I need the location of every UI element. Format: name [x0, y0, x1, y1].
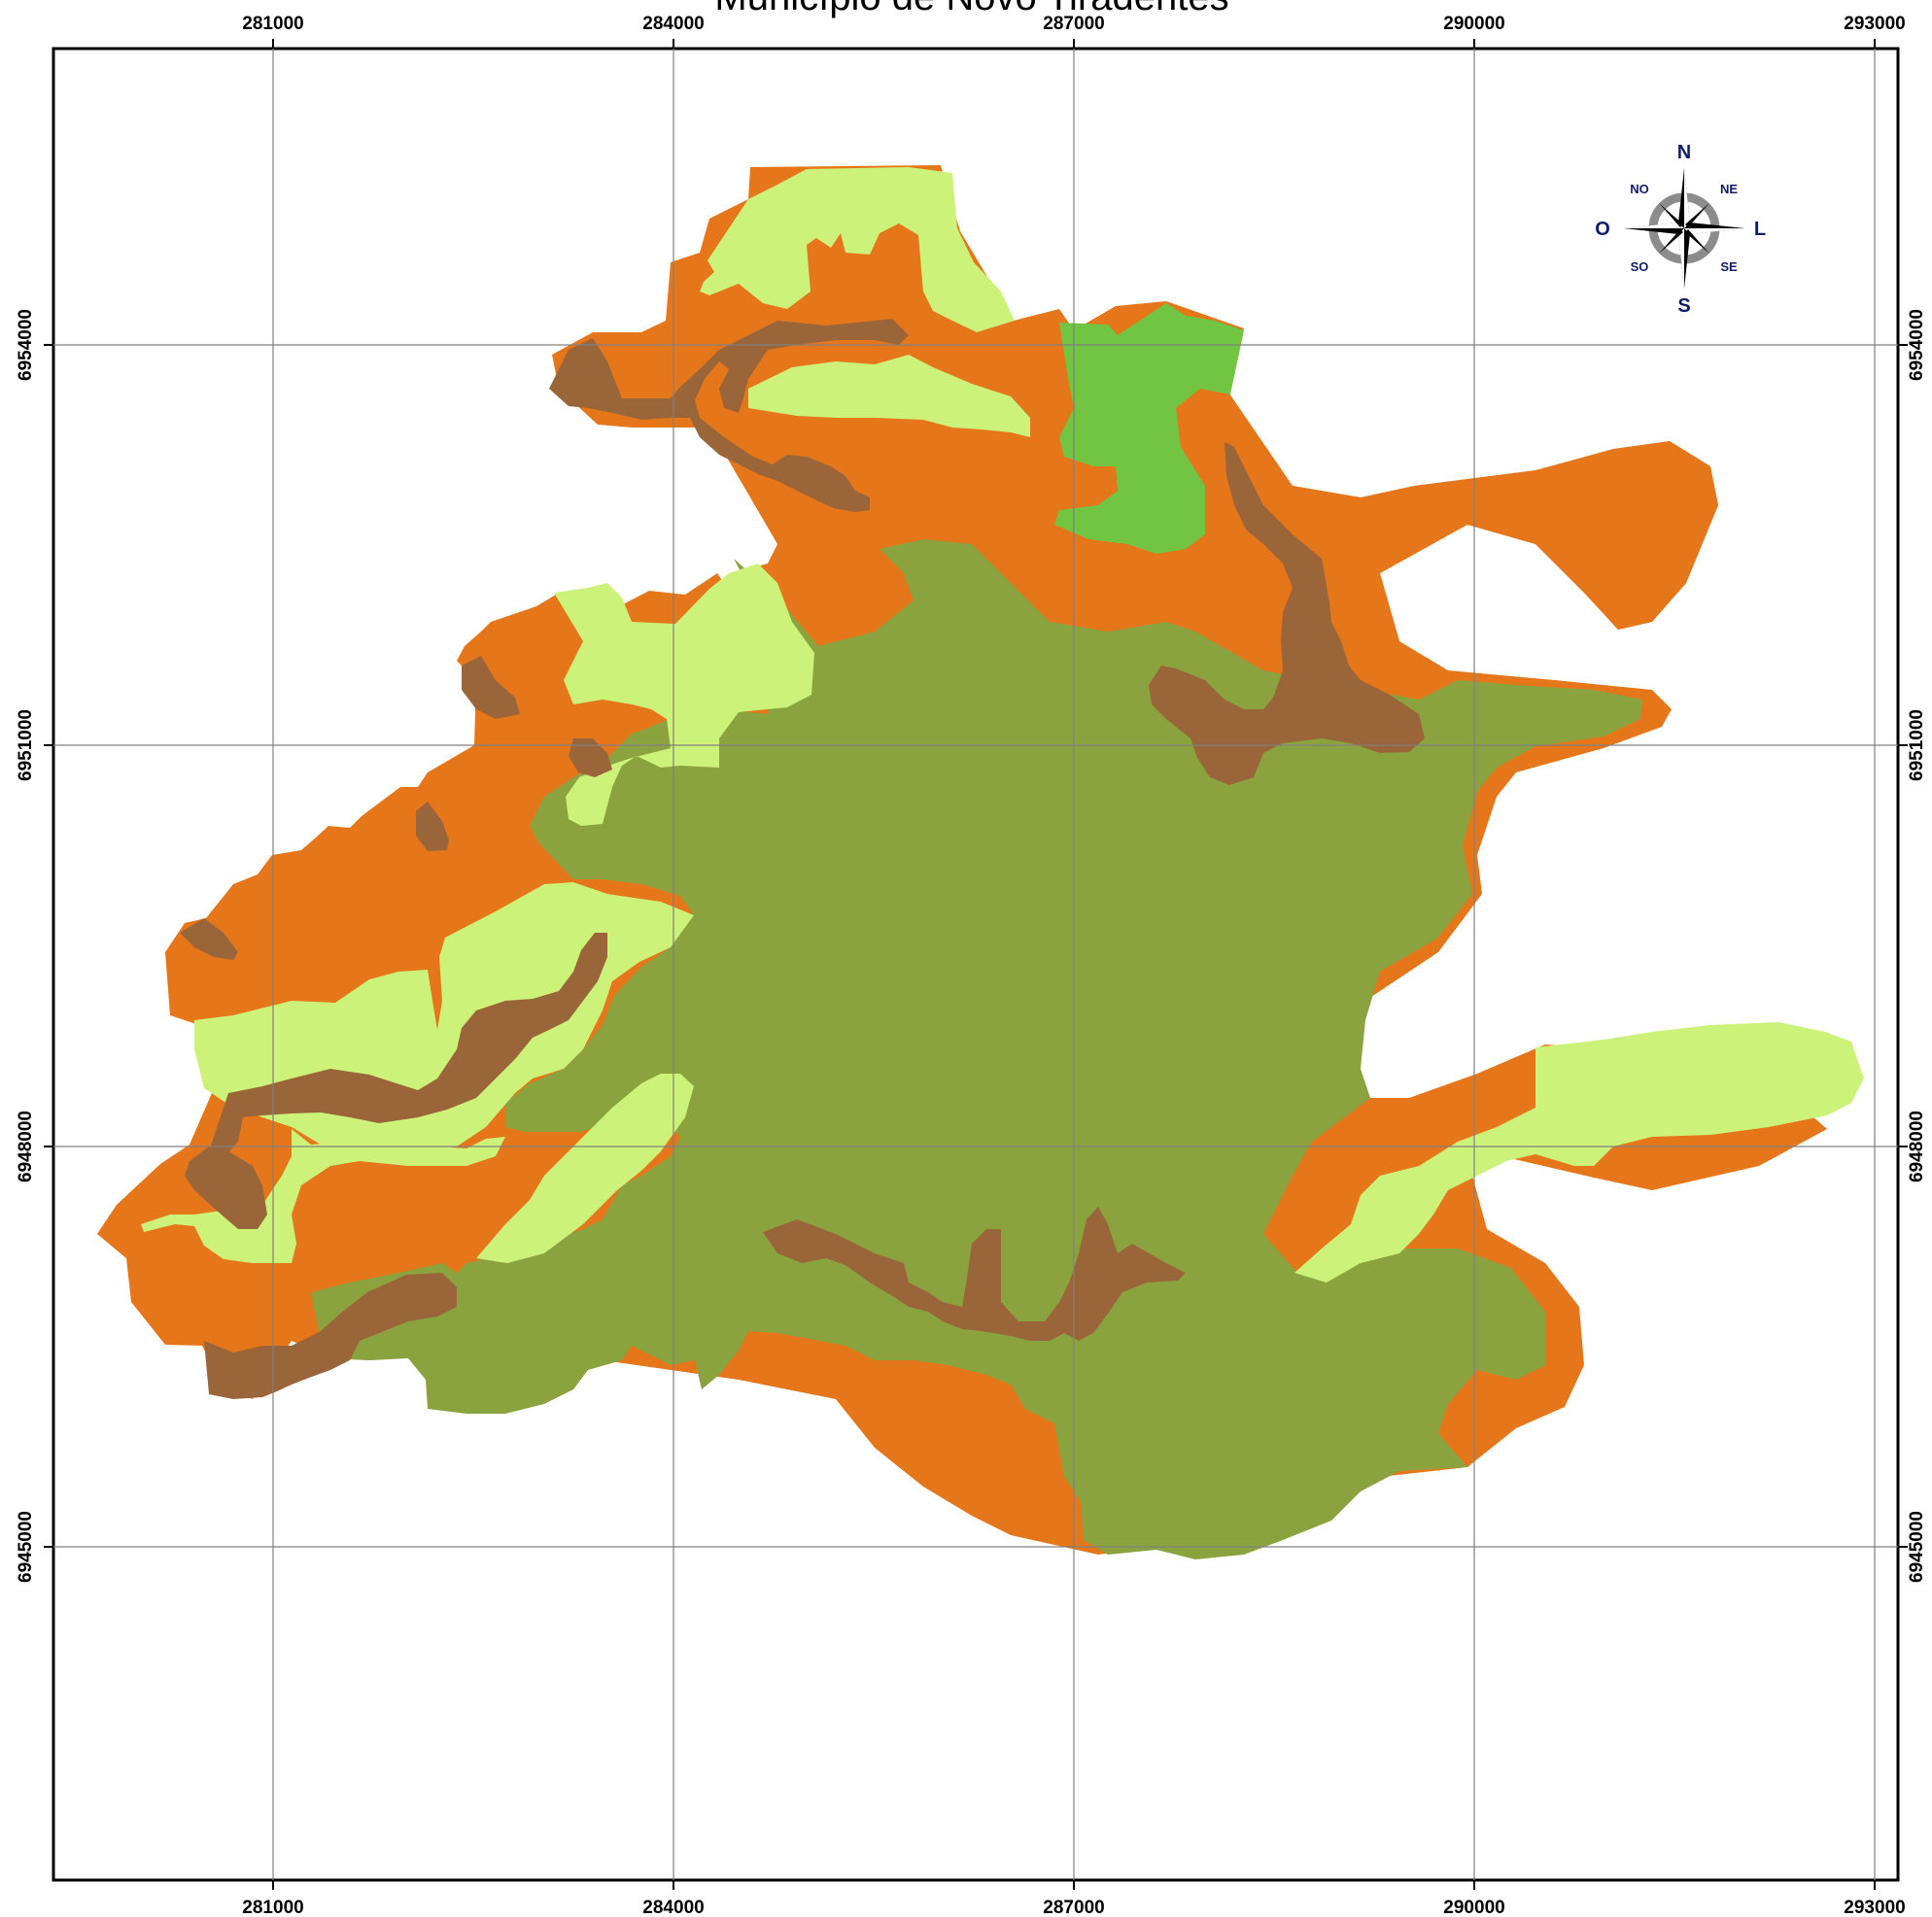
y-tick-right-6945000: 6945000 [1907, 1511, 1927, 1583]
light-green-east [1294, 1022, 1864, 1283]
light-green-central [476, 1074, 694, 1263]
x-tick-bottom-287000: 287000 [1043, 1898, 1104, 1917]
compass-south: S [1677, 295, 1690, 317]
x-tick-bottom-293000: 293000 [1844, 1898, 1905, 1917]
x-tick-top-293000: 293000 [1844, 14, 1905, 34]
x-tick-bottom-284000: 284000 [642, 1898, 704, 1917]
brown-ridge-west-5 [209, 933, 607, 1158]
light-green-west-3 [141, 1129, 505, 1263]
frame-ticks [44, 39, 1908, 1890]
brown-ridge-west-4 [180, 918, 238, 960]
compass-star-icon [1624, 168, 1744, 289]
brown-ridge-west-3 [416, 802, 449, 851]
brown-ridge-west-2 [569, 738, 612, 777]
land-cover-layer [97, 165, 1864, 1559]
y-tick-left-6951000: 6951000 [16, 709, 36, 781]
green-ne-patch [1054, 303, 1244, 554]
compass-diagonal-icon [1659, 203, 1709, 254]
orange-east-arm [1263, 441, 1718, 641]
y-tick-right-6951000: 6951000 [1907, 709, 1927, 781]
x-tick-top-290000: 290000 [1443, 14, 1504, 34]
x-tick-top-287000: 287000 [1043, 14, 1104, 34]
brown-ridge-ne [1149, 442, 1425, 785]
light-green-north [700, 167, 1015, 332]
x-tick-bottom-290000: 290000 [1443, 1898, 1504, 1917]
brown-ridge-sw [204, 1273, 457, 1399]
light-green-west-1 [554, 564, 814, 826]
compass-northwest: NO [1630, 182, 1649, 196]
y-tick-right-6954000: 6954000 [1907, 309, 1927, 381]
compass-north: N [1677, 142, 1691, 163]
compass-rose: N S L O NE NO SE SO [1595, 142, 1766, 317]
y-tick-right-6948000: 6948000 [1907, 1111, 1927, 1182]
brown-ridge-north [549, 319, 909, 512]
y-tick-left-6948000: 6948000 [16, 1111, 36, 1182]
x-tick-bottom-281000: 281000 [242, 1898, 303, 1917]
olive-central-plain [311, 539, 1642, 1559]
compass-southeast: SE [1720, 259, 1738, 274]
x-tick-top-284000: 284000 [642, 14, 704, 34]
map-title: Município de Novo Tiradentes [714, 0, 1228, 18]
brown-ridge-west-1 [462, 656, 520, 719]
compass-west: O [1595, 219, 1610, 240]
compass-east: L [1754, 219, 1766, 240]
y-tick-left-6954000: 6954000 [16, 309, 36, 381]
coordinate-grid [53, 49, 1898, 1880]
compass-star-light-icon [1624, 168, 1744, 289]
compass-northeast: NE [1720, 182, 1738, 196]
y-tick-left-6945000: 6945000 [16, 1511, 36, 1583]
brown-ridge-south [763, 1207, 1186, 1341]
compass-southwest: SO [1631, 259, 1649, 274]
brown-ridge-west-6 [185, 1147, 267, 1229]
x-tick-top-281000: 281000 [242, 14, 303, 34]
light-green-north-2 [748, 355, 1030, 437]
